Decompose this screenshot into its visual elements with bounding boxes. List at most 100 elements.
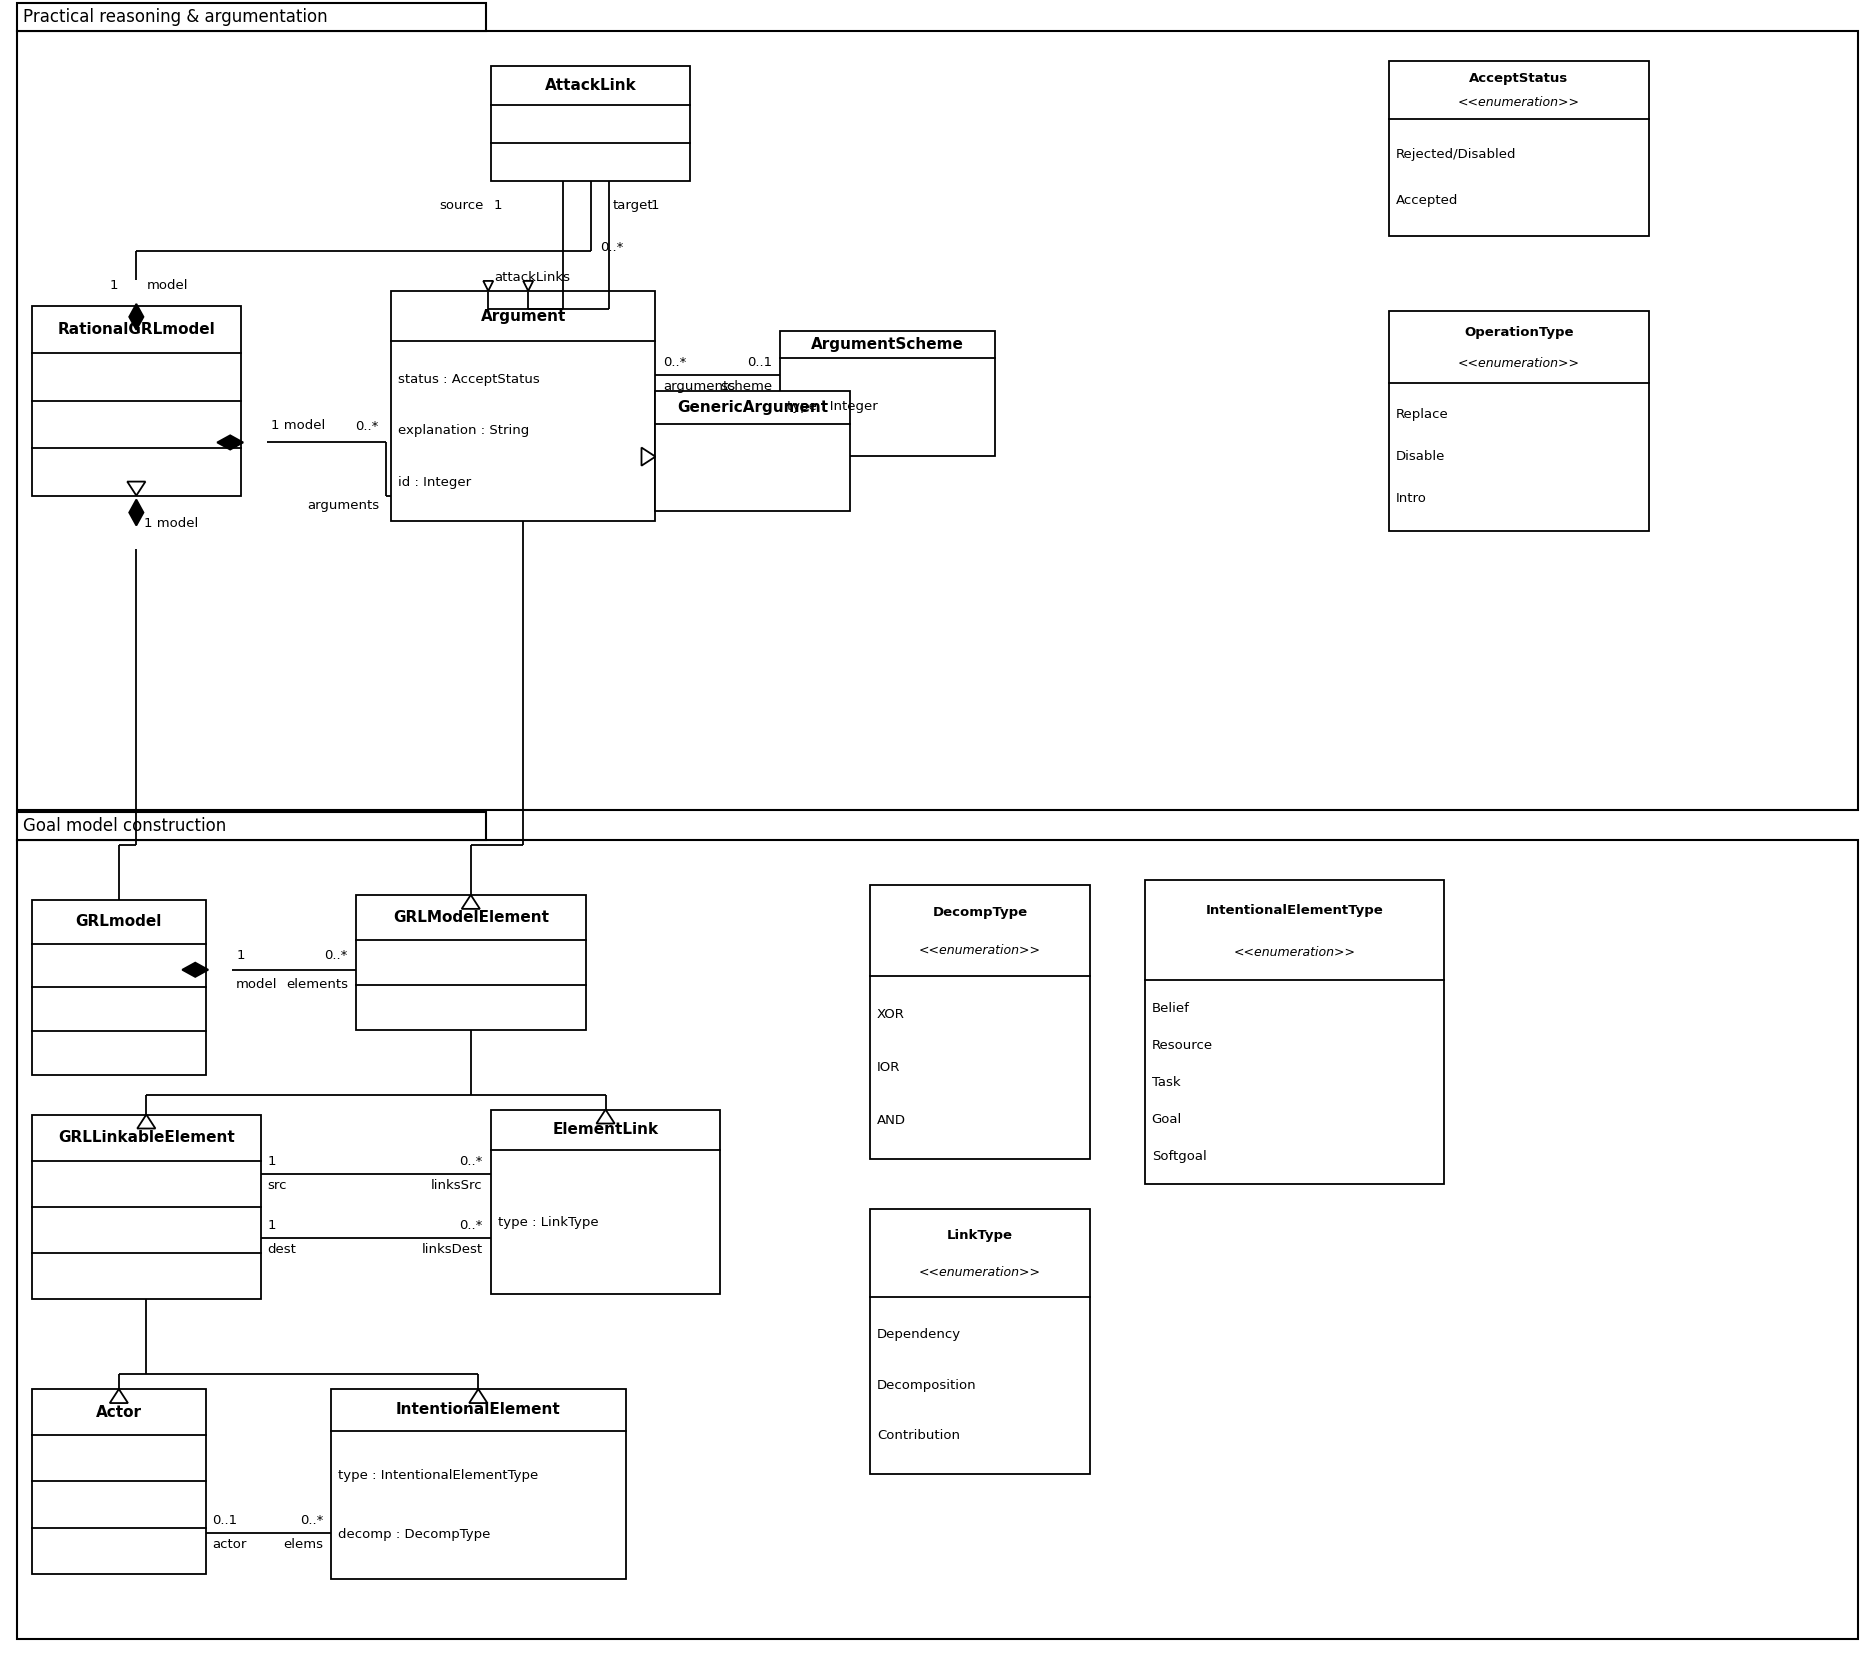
- Polygon shape: [469, 1389, 488, 1403]
- Text: Practical reasoning & argumentation: Practical reasoning & argumentation: [23, 8, 326, 27]
- Bar: [17, 812, 486, 840]
- Text: scheme: scheme: [720, 379, 773, 392]
- Polygon shape: [218, 436, 244, 449]
- Text: arguments: arguments: [664, 379, 735, 392]
- Bar: [780, 331, 994, 456]
- Text: Actor: Actor: [96, 1404, 143, 1420]
- Text: 1: 1: [651, 199, 658, 212]
- Text: AcceptStatus: AcceptStatus: [1469, 72, 1568, 85]
- Polygon shape: [597, 1109, 615, 1124]
- Text: Disable: Disable: [1396, 451, 1446, 464]
- Bar: [32, 900, 206, 1074]
- Text: model: model: [236, 977, 278, 990]
- Text: 0..*: 0..*: [325, 949, 347, 962]
- Bar: [1390, 311, 1649, 531]
- Polygon shape: [111, 1389, 128, 1403]
- Text: GenericArgument: GenericArgument: [677, 401, 829, 416]
- Text: 0..*: 0..*: [600, 240, 625, 254]
- Text: 1: 1: [266, 1219, 276, 1232]
- Text: linksDest: linksDest: [422, 1242, 482, 1256]
- Text: 1: 1: [493, 199, 501, 212]
- Text: AND: AND: [878, 1114, 906, 1127]
- Text: AttackLink: AttackLink: [544, 78, 636, 94]
- Polygon shape: [129, 499, 143, 526]
- Bar: [330, 1389, 625, 1578]
- Bar: [870, 1209, 1090, 1475]
- Polygon shape: [129, 304, 143, 331]
- Text: Rejected/Disabled: Rejected/Disabled: [1396, 147, 1516, 160]
- Bar: [32, 1389, 206, 1573]
- Text: type : LinkType: type : LinkType: [497, 1216, 598, 1229]
- Text: 0..*: 0..*: [356, 421, 379, 434]
- Text: <<enumeration>>: <<enumeration>>: [1458, 97, 1580, 109]
- Text: ElementLink: ElementLink: [553, 1122, 658, 1137]
- Text: <<enumeration>>: <<enumeration>>: [919, 944, 1041, 957]
- Text: arguments: arguments: [308, 499, 379, 511]
- Bar: [32, 1114, 261, 1299]
- Text: 1 model: 1 model: [144, 518, 199, 529]
- Text: model: model: [146, 279, 188, 292]
- Text: actor: actor: [212, 1538, 246, 1551]
- Text: dest: dest: [266, 1242, 296, 1256]
- Text: <<enumeration>>: <<enumeration>>: [1233, 945, 1354, 959]
- Text: 1: 1: [266, 1154, 276, 1167]
- Bar: [655, 391, 850, 511]
- Bar: [17, 3, 486, 32]
- Text: id : Integer: id : Integer: [398, 476, 471, 489]
- Text: Goal model construction: Goal model construction: [23, 817, 225, 835]
- Bar: [870, 885, 1090, 1159]
- Text: source: source: [439, 199, 484, 212]
- Text: 0..1: 0..1: [212, 1515, 238, 1526]
- Text: 0..*: 0..*: [460, 1154, 482, 1167]
- Bar: [492, 1109, 720, 1294]
- Text: 0..*: 0..*: [664, 356, 687, 369]
- Text: attackLinks: attackLinks: [495, 271, 570, 284]
- Bar: [492, 67, 690, 180]
- Text: IntentionalElementType: IntentionalElementType: [1206, 903, 1383, 917]
- Text: 0..1: 0..1: [747, 356, 773, 369]
- Text: src: src: [266, 1179, 287, 1192]
- Text: status : AcceptStatus: status : AcceptStatus: [398, 374, 540, 386]
- Bar: [356, 895, 585, 1030]
- Text: GRLmodel: GRLmodel: [75, 913, 161, 929]
- Bar: [17, 840, 1859, 1638]
- Text: DecompType: DecompType: [932, 905, 1028, 919]
- Bar: [17, 32, 1859, 810]
- Bar: [32, 306, 242, 496]
- Polygon shape: [137, 1114, 156, 1129]
- Text: Replace: Replace: [1396, 409, 1448, 421]
- Text: Argument: Argument: [480, 309, 567, 324]
- Text: type : IntentionalElementType: type : IntentionalElementType: [338, 1468, 538, 1481]
- Text: type : Integer: type : Integer: [788, 401, 878, 414]
- Text: decomp : DecompType: decomp : DecompType: [338, 1528, 490, 1541]
- Text: 1: 1: [236, 949, 244, 962]
- Text: 0..*: 0..*: [300, 1515, 323, 1526]
- Text: RationalGRLmodel: RationalGRLmodel: [58, 322, 216, 337]
- Text: IntentionalElement: IntentionalElement: [396, 1403, 561, 1418]
- Polygon shape: [128, 481, 146, 496]
- Text: <<enumeration>>: <<enumeration>>: [919, 1266, 1041, 1279]
- Text: OperationType: OperationType: [1465, 326, 1574, 339]
- Text: elements: elements: [285, 977, 347, 990]
- Text: elems: elems: [283, 1538, 323, 1551]
- Text: XOR: XOR: [878, 1009, 904, 1022]
- Polygon shape: [461, 895, 480, 908]
- Text: Contribution: Contribution: [878, 1430, 961, 1443]
- Bar: [1144, 880, 1445, 1184]
- Text: Belief: Belief: [1152, 1002, 1189, 1015]
- Text: Decomposition: Decomposition: [878, 1379, 977, 1391]
- Text: 1 model: 1 model: [272, 419, 325, 433]
- Text: Goal: Goal: [1152, 1112, 1182, 1126]
- Text: 0..*: 0..*: [460, 1219, 482, 1232]
- Text: ArgumentScheme: ArgumentScheme: [810, 337, 964, 352]
- Text: Softgoal: Softgoal: [1152, 1151, 1206, 1162]
- Bar: [1390, 62, 1649, 235]
- Text: IOR: IOR: [878, 1060, 900, 1074]
- Text: Dependency: Dependency: [878, 1328, 961, 1341]
- Text: LinkType: LinkType: [947, 1229, 1013, 1242]
- Text: Task: Task: [1152, 1075, 1180, 1089]
- Text: 1: 1: [111, 279, 118, 292]
- Text: target: target: [613, 199, 653, 212]
- Bar: [390, 291, 655, 521]
- Text: <<enumeration>>: <<enumeration>>: [1458, 357, 1580, 369]
